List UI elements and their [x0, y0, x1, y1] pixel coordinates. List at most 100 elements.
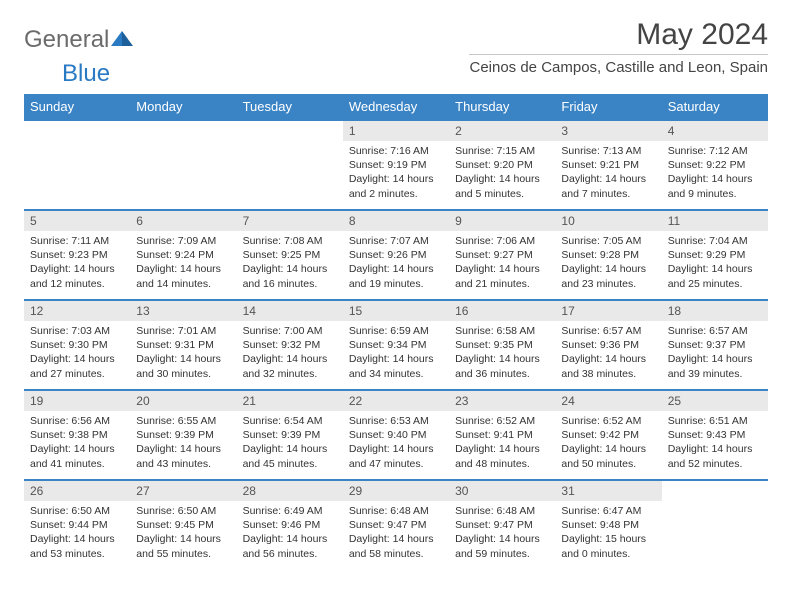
day-number: 3	[555, 121, 661, 141]
calendar-body: 1Sunrise: 7:16 AMSunset: 9:19 PMDaylight…	[24, 120, 768, 570]
day-body: Sunrise: 7:05 AMSunset: 9:28 PMDaylight:…	[555, 231, 661, 295]
calendar-cell	[24, 120, 130, 210]
day-number: 15	[343, 301, 449, 321]
day-body: Sunrise: 7:15 AMSunset: 9:20 PMDaylight:…	[449, 141, 555, 205]
day-body: Sunrise: 7:03 AMSunset: 9:30 PMDaylight:…	[24, 321, 130, 385]
calendar-cell: 10Sunrise: 7:05 AMSunset: 9:28 PMDayligh…	[555, 210, 661, 300]
calendar-table: SundayMondayTuesdayWednesdayThursdayFrid…	[24, 94, 768, 570]
day-body: Sunrise: 7:13 AMSunset: 9:21 PMDaylight:…	[555, 141, 661, 205]
calendar-cell: 21Sunrise: 6:54 AMSunset: 9:39 PMDayligh…	[237, 390, 343, 480]
calendar-cell: 6Sunrise: 7:09 AMSunset: 9:24 PMDaylight…	[130, 210, 236, 300]
calendar-cell: 5Sunrise: 7:11 AMSunset: 9:23 PMDaylight…	[24, 210, 130, 300]
calendar-cell: 26Sunrise: 6:50 AMSunset: 9:44 PMDayligh…	[24, 480, 130, 570]
day-number: 17	[555, 301, 661, 321]
day-body: Sunrise: 7:16 AMSunset: 9:19 PMDaylight:…	[343, 141, 449, 205]
calendar-cell: 1Sunrise: 7:16 AMSunset: 9:19 PMDaylight…	[343, 120, 449, 210]
day-body: Sunrise: 6:52 AMSunset: 9:41 PMDaylight:…	[449, 411, 555, 475]
calendar-cell	[662, 480, 768, 570]
calendar-week-row: 12Sunrise: 7:03 AMSunset: 9:30 PMDayligh…	[24, 300, 768, 390]
day-body: Sunrise: 6:47 AMSunset: 9:48 PMDaylight:…	[555, 501, 661, 565]
logo-text-general: General	[24, 26, 109, 54]
day-number: 1	[343, 121, 449, 141]
month-title: May 2024	[469, 18, 768, 52]
day-body: Sunrise: 7:04 AMSunset: 9:29 PMDaylight:…	[662, 231, 768, 295]
calendar-cell: 11Sunrise: 7:04 AMSunset: 9:29 PMDayligh…	[662, 210, 768, 300]
calendar-week-row: 19Sunrise: 6:56 AMSunset: 9:38 PMDayligh…	[24, 390, 768, 480]
day-number: 5	[24, 211, 130, 231]
day-number: 18	[662, 301, 768, 321]
day-body: Sunrise: 6:51 AMSunset: 9:43 PMDaylight:…	[662, 411, 768, 475]
calendar-cell: 2Sunrise: 7:15 AMSunset: 9:20 PMDaylight…	[449, 120, 555, 210]
calendar-cell: 9Sunrise: 7:06 AMSunset: 9:27 PMDaylight…	[449, 210, 555, 300]
weekday-header: Tuesday	[237, 94, 343, 120]
weekday-header: Friday	[555, 94, 661, 120]
day-body: Sunrise: 6:58 AMSunset: 9:35 PMDaylight:…	[449, 321, 555, 385]
day-body: Sunrise: 6:50 AMSunset: 9:44 PMDaylight:…	[24, 501, 130, 565]
calendar-cell: 8Sunrise: 7:07 AMSunset: 9:26 PMDaylight…	[343, 210, 449, 300]
day-body: Sunrise: 6:53 AMSunset: 9:40 PMDaylight:…	[343, 411, 449, 475]
calendar-cell: 28Sunrise: 6:49 AMSunset: 9:46 PMDayligh…	[237, 480, 343, 570]
calendar-cell: 24Sunrise: 6:52 AMSunset: 9:42 PMDayligh…	[555, 390, 661, 480]
title-block: May 2024 Ceinos de Campos, Castille and …	[469, 18, 768, 76]
calendar-cell: 17Sunrise: 6:57 AMSunset: 9:36 PMDayligh…	[555, 300, 661, 390]
day-body: Sunrise: 6:57 AMSunset: 9:37 PMDaylight:…	[662, 321, 768, 385]
day-body: Sunrise: 6:59 AMSunset: 9:34 PMDaylight:…	[343, 321, 449, 385]
day-number: 29	[343, 481, 449, 501]
day-body: Sunrise: 7:11 AMSunset: 9:23 PMDaylight:…	[24, 231, 130, 295]
day-body: Sunrise: 7:12 AMSunset: 9:22 PMDaylight:…	[662, 141, 768, 205]
day-body: Sunrise: 7:06 AMSunset: 9:27 PMDaylight:…	[449, 231, 555, 295]
calendar-cell: 12Sunrise: 7:03 AMSunset: 9:30 PMDayligh…	[24, 300, 130, 390]
logo-mark-icon	[111, 29, 133, 52]
day-body: Sunrise: 6:55 AMSunset: 9:39 PMDaylight:…	[130, 411, 236, 475]
day-number: 9	[449, 211, 555, 231]
calendar-cell: 19Sunrise: 6:56 AMSunset: 9:38 PMDayligh…	[24, 390, 130, 480]
day-number: 13	[130, 301, 236, 321]
day-number: 11	[662, 211, 768, 231]
calendar-cell: 22Sunrise: 6:53 AMSunset: 9:40 PMDayligh…	[343, 390, 449, 480]
day-number: 26	[24, 481, 130, 501]
logo-text-blue: Blue	[62, 60, 110, 88]
day-number: 19	[24, 391, 130, 411]
calendar-week-row: 1Sunrise: 7:16 AMSunset: 9:19 PMDaylight…	[24, 120, 768, 210]
calendar-cell: 18Sunrise: 6:57 AMSunset: 9:37 PMDayligh…	[662, 300, 768, 390]
day-number: 20	[130, 391, 236, 411]
weekday-header: Saturday	[662, 94, 768, 120]
day-body: Sunrise: 7:09 AMSunset: 9:24 PMDaylight:…	[130, 231, 236, 295]
weekday-header: Wednesday	[343, 94, 449, 120]
calendar-cell: 7Sunrise: 7:08 AMSunset: 9:25 PMDaylight…	[237, 210, 343, 300]
day-body: Sunrise: 7:00 AMSunset: 9:32 PMDaylight:…	[237, 321, 343, 385]
logo: General	[24, 26, 135, 54]
calendar-head: SundayMondayTuesdayWednesdayThursdayFrid…	[24, 94, 768, 120]
calendar-cell: 16Sunrise: 6:58 AMSunset: 9:35 PMDayligh…	[449, 300, 555, 390]
calendar-cell: 4Sunrise: 7:12 AMSunset: 9:22 PMDaylight…	[662, 120, 768, 210]
day-number: 2	[449, 121, 555, 141]
day-number: 4	[662, 121, 768, 141]
day-number: 16	[449, 301, 555, 321]
day-body: Sunrise: 6:57 AMSunset: 9:36 PMDaylight:…	[555, 321, 661, 385]
day-number: 25	[662, 391, 768, 411]
calendar-week-row: 26Sunrise: 6:50 AMSunset: 9:44 PMDayligh…	[24, 480, 768, 570]
calendar-cell: 3Sunrise: 7:13 AMSunset: 9:21 PMDaylight…	[555, 120, 661, 210]
calendar-cell: 23Sunrise: 6:52 AMSunset: 9:41 PMDayligh…	[449, 390, 555, 480]
weekday-header: Monday	[130, 94, 236, 120]
calendar-cell: 13Sunrise: 7:01 AMSunset: 9:31 PMDayligh…	[130, 300, 236, 390]
day-body: Sunrise: 6:50 AMSunset: 9:45 PMDaylight:…	[130, 501, 236, 565]
day-body: Sunrise: 7:01 AMSunset: 9:31 PMDaylight:…	[130, 321, 236, 385]
day-body: Sunrise: 7:08 AMSunset: 9:25 PMDaylight:…	[237, 231, 343, 295]
day-number: 10	[555, 211, 661, 231]
day-body: Sunrise: 6:54 AMSunset: 9:39 PMDaylight:…	[237, 411, 343, 475]
day-body: Sunrise: 6:49 AMSunset: 9:46 PMDaylight:…	[237, 501, 343, 565]
day-number: 8	[343, 211, 449, 231]
calendar-cell: 31Sunrise: 6:47 AMSunset: 9:48 PMDayligh…	[555, 480, 661, 570]
calendar-week-row: 5Sunrise: 7:11 AMSunset: 9:23 PMDaylight…	[24, 210, 768, 300]
day-number: 7	[237, 211, 343, 231]
day-body: Sunrise: 6:52 AMSunset: 9:42 PMDaylight:…	[555, 411, 661, 475]
day-number: 12	[24, 301, 130, 321]
weekday-header: Thursday	[449, 94, 555, 120]
day-number: 6	[130, 211, 236, 231]
day-body: Sunrise: 7:07 AMSunset: 9:26 PMDaylight:…	[343, 231, 449, 295]
calendar-cell: 27Sunrise: 6:50 AMSunset: 9:45 PMDayligh…	[130, 480, 236, 570]
day-number: 21	[237, 391, 343, 411]
day-number: 28	[237, 481, 343, 501]
location-text: Ceinos de Campos, Castille and Leon, Spa…	[469, 54, 768, 76]
